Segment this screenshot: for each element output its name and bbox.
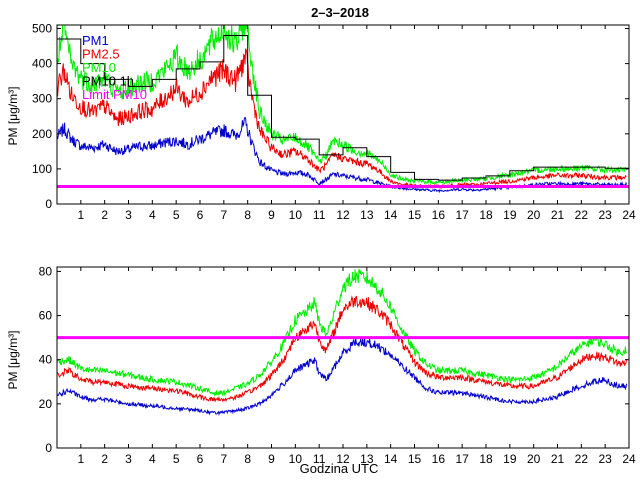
- x-tick-label: 19: [503, 452, 517, 466]
- x-tick-label: 5: [173, 208, 180, 222]
- x-tick-label: 9: [268, 208, 275, 222]
- y-tick-label: 500: [32, 22, 52, 36]
- bottom-chart: PM [μg/m³] Godzina UTC 1 2 3 4 5 6 7 8 9 10 11 12 13…: [6, 264, 636, 476]
- x-tick-label: 6: [197, 208, 204, 222]
- x-tick-label: 21: [551, 452, 565, 466]
- x-tick-label: 6: [197, 452, 204, 466]
- x-tick-label: 17: [455, 208, 469, 222]
- x-tick-label: 20: [527, 452, 541, 466]
- x-tick-label: 8: [244, 452, 251, 466]
- x-tick-label: 3: [125, 208, 132, 222]
- x-tick-label: 21: [551, 208, 565, 222]
- x-tick-label: 20: [527, 208, 541, 222]
- legend-item: PM10 1h: [82, 74, 134, 89]
- top-y-axis-label: PM [μg/m³]: [6, 87, 20, 146]
- plot-frame: [56, 266, 630, 449]
- x-tick-label: 11: [313, 208, 326, 222]
- x-tick-label: 19: [503, 208, 517, 222]
- x-tick-label: 2: [101, 452, 108, 466]
- series-pm10-line: [57, 268, 627, 397]
- x-tick-label: 15: [408, 208, 422, 222]
- series-pm2-5-line: [57, 295, 628, 403]
- y-tick-label: 60: [39, 309, 53, 323]
- y-tick-label: 80: [39, 264, 53, 278]
- y-tick-label: 300: [32, 92, 52, 106]
- x-tick-label: 16: [432, 208, 446, 222]
- x-tick-label: 16: [432, 452, 446, 466]
- series-pm10-line: [57, 25, 627, 185]
- x-tick-label: 13: [360, 208, 374, 222]
- x-tick-label: 18: [479, 452, 493, 466]
- x-tick-label: 15: [408, 452, 422, 466]
- x-tick-label: 3: [125, 452, 132, 466]
- x-tick-label: 11: [313, 452, 326, 466]
- x-tick-label: 14: [384, 452, 398, 466]
- x-tick-label: 4: [149, 452, 156, 466]
- y-tick-label: 0: [45, 441, 52, 455]
- x-tick-label: 12: [336, 452, 350, 466]
- x-tick-label: 8: [244, 208, 251, 222]
- x-tick-label: 7: [220, 452, 227, 466]
- x-tick-label: 2: [101, 208, 108, 222]
- legend-item: PM2.5: [82, 47, 120, 62]
- x-axis-label: Godzina UTC: [300, 461, 379, 476]
- legend-item: PM1: [82, 33, 109, 48]
- x-tick-label: 24: [622, 208, 636, 222]
- y-tick-label: 400: [32, 57, 52, 71]
- chart-title: 2–3–2018: [311, 5, 369, 20]
- x-tick-label: 17: [455, 452, 469, 466]
- y-tick-label: 40: [39, 353, 53, 367]
- y-tick-label: 100: [32, 162, 52, 176]
- top-chart: PM [μg/m³] 1 2 3 4 5 6 7 8 9 10 11 12 13 14 15 16 17 18 19…: [6, 22, 636, 222]
- x-tick-label: 23: [598, 452, 612, 466]
- x-tick-label: 18: [479, 208, 493, 222]
- series-pm2-5-line: [57, 48, 627, 190]
- x-tick-label: 22: [575, 452, 589, 466]
- x-tick-label: 1: [77, 452, 84, 466]
- x-tick-label: 13: [360, 452, 374, 466]
- legend-item: PM10: [82, 60, 116, 75]
- x-tick-label: 12: [336, 208, 350, 222]
- bottom-y-axis-label: PM [μg/m³]: [6, 331, 20, 390]
- x-tick-label: 5: [173, 452, 180, 466]
- x-tick-label: 9: [268, 452, 275, 466]
- series-pm10-1h-line: [57, 35, 629, 181]
- x-tick-label: 1: [77, 208, 84, 222]
- x-tick-label: 10: [289, 208, 303, 222]
- x-tick-label: 14: [384, 208, 398, 222]
- y-tick-label: 0: [45, 197, 52, 211]
- y-tick-label: 200: [32, 127, 52, 141]
- x-tick-label: 4: [149, 208, 156, 222]
- x-tick-label: 24: [622, 452, 636, 466]
- legend-item: Limit PM10: [82, 87, 147, 102]
- x-tick-label: 7: [220, 208, 227, 222]
- x-tick-label: 22: [575, 208, 589, 222]
- x-tick-label: 23: [598, 208, 612, 222]
- x-tick-label: 10: [289, 452, 303, 466]
- series-pm1-line: [57, 337, 628, 416]
- y-tick-label: 20: [39, 397, 53, 411]
